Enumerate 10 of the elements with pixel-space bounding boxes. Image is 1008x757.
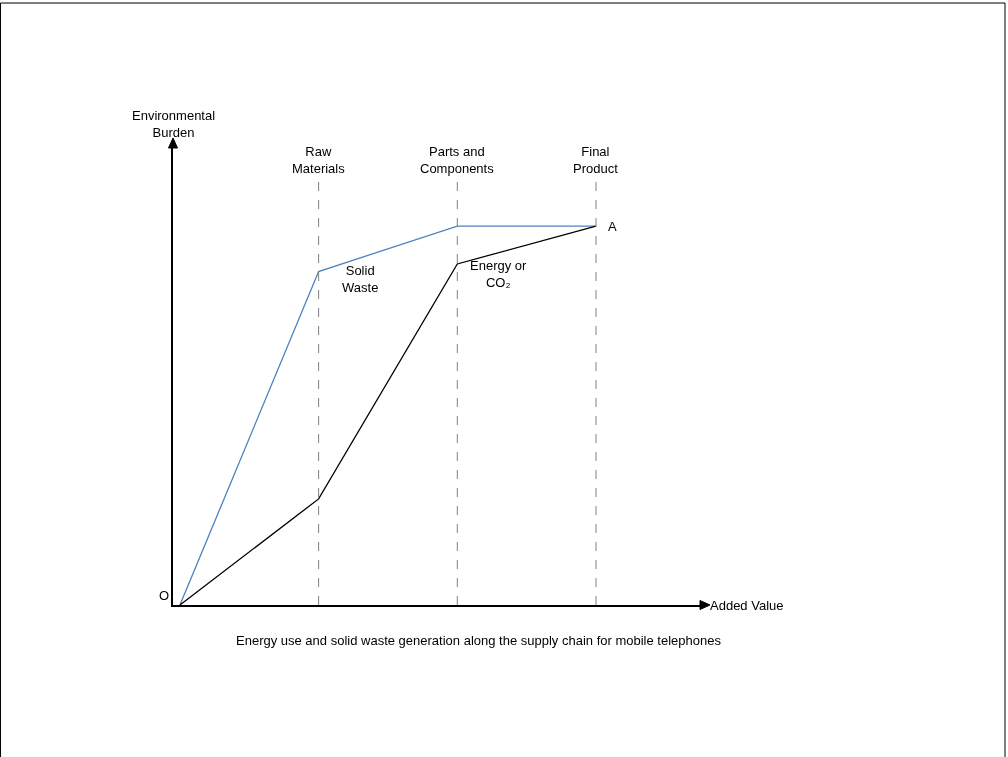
y-axis-title: Environmental Burden [132,108,216,140]
annotation: A [608,219,617,234]
x-tick-label: Raw Materials [292,144,346,176]
x-axis-title: Added Value [710,598,784,613]
text: Energy use and solid waste generation along the supply chain for mobile telephones [236,633,722,648]
series-label: Energy or CO₂ [470,258,528,290]
text: O [159,588,170,603]
x-tick-label: Final Product [573,144,619,176]
series-label: Solid Waste [342,263,379,295]
x-tick-label: Parts and Components [420,144,495,176]
